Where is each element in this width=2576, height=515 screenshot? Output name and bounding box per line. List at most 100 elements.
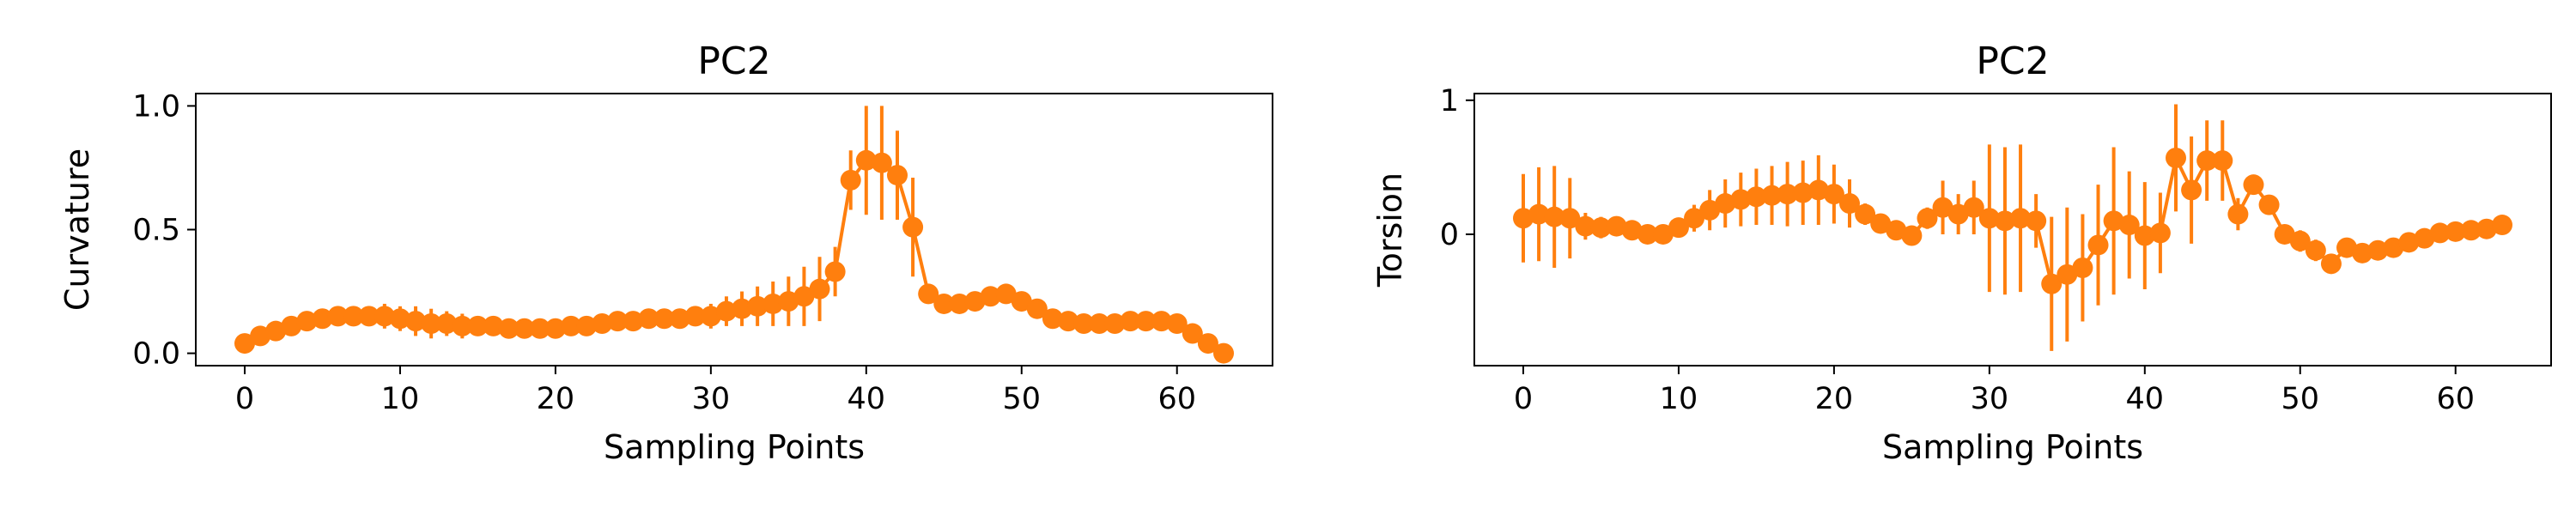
data-point	[2087, 234, 2109, 256]
data-point	[2196, 150, 2218, 172]
data-point	[2305, 239, 2326, 261]
data-point	[1042, 308, 1063, 330]
data-point	[1544, 206, 1565, 227]
data-point	[1699, 199, 1721, 221]
data-point	[1963, 197, 1984, 218]
data-point	[1715, 193, 1736, 215]
data-point	[1621, 220, 1643, 241]
data-point	[684, 306, 706, 327]
data-point	[949, 293, 970, 314]
data-point	[653, 308, 675, 330]
data-point	[1026, 298, 1048, 319]
data-point	[1761, 185, 1783, 206]
data-point	[1652, 223, 1674, 245]
data-point	[2041, 273, 2063, 294]
x-tick-label: 60	[2436, 382, 2475, 416]
data-point	[389, 308, 410, 330]
x-tick-label: 0	[1514, 382, 1533, 416]
data-point	[1668, 217, 1689, 239]
data-point	[2414, 227, 2435, 249]
data-point	[1197, 333, 1218, 354]
data-point	[265, 320, 287, 342]
data-point	[2181, 179, 2202, 201]
data-point	[1886, 220, 1907, 241]
data-point	[1684, 208, 1705, 229]
data-point	[1839, 193, 1860, 215]
data-point	[1870, 213, 1892, 234]
data-point	[809, 278, 830, 300]
data-point	[1575, 215, 1596, 237]
x-tick-label: 20	[537, 382, 575, 416]
plot-frame	[1473, 93, 2552, 367]
data-point	[1213, 342, 1234, 364]
data-point	[2367, 239, 2389, 261]
data-point	[576, 315, 598, 336]
data-point	[452, 315, 473, 336]
data-point	[1559, 208, 1581, 229]
data-point	[995, 283, 1017, 305]
data-point	[1089, 313, 1110, 335]
data-point	[1528, 203, 1550, 225]
data-point	[312, 308, 333, 330]
data-point	[529, 318, 550, 339]
curvature-chart-panel: PC2 0 10 20 30 40 50 60 0.0 0.5 1.0 Sampling Points…	[58, 39, 1273, 466]
data-point	[1135, 311, 1157, 332]
data-point	[1746, 186, 1767, 208]
y-tick-label: 0.0	[132, 337, 180, 372]
x-tick-label: 0	[235, 382, 254, 416]
data-point	[1994, 210, 2015, 232]
data-point	[2227, 203, 2249, 225]
x-tick-label: 50	[2281, 382, 2319, 416]
data-point	[2492, 215, 2512, 236]
y-tick-label: 0.5	[132, 214, 180, 248]
data-point	[327, 306, 349, 327]
data-point	[2212, 150, 2233, 172]
data-point	[405, 311, 427, 332]
data-point	[1823, 184, 1844, 205]
data-point	[1978, 208, 2000, 229]
x-tick-label: 60	[1157, 382, 1196, 416]
data-point	[343, 306, 364, 327]
y-axis-label: Torsion	[1371, 173, 1409, 288]
data-point	[2445, 221, 2466, 242]
data-point	[1166, 313, 1188, 335]
data-point	[1182, 323, 1203, 344]
x-tick-label: 20	[1815, 382, 1854, 416]
data-point	[513, 318, 535, 339]
data-point	[2149, 222, 2171, 244]
data-point	[483, 315, 504, 336]
data-point	[747, 295, 769, 317]
data-point	[2057, 264, 2078, 285]
data-point	[1917, 208, 1938, 229]
y-tick-label: 1.0	[132, 89, 180, 124]
data-point	[871, 152, 892, 173]
x-tick-label: 40	[848, 382, 886, 416]
data-point	[980, 286, 1001, 307]
data-point	[544, 318, 566, 339]
torsion-chart-panel: PC2 0 10 20 30 40 50 60 0 1 Sampling Points Torsion	[1371, 39, 2552, 466]
data-point	[638, 308, 659, 330]
data-point	[436, 313, 458, 335]
x-tick-label: 50	[1002, 382, 1041, 416]
x-tick-label: 30	[692, 382, 731, 416]
data-point	[2398, 232, 2420, 253]
data-point	[793, 286, 815, 307]
data-point	[1855, 203, 1876, 225]
data-point	[234, 333, 255, 354]
data-point	[2166, 147, 2186, 168]
data-point	[887, 165, 908, 186]
data-point	[2243, 174, 2264, 196]
data-point	[498, 318, 519, 339]
x-tick-label: 10	[381, 382, 420, 416]
data-point	[933, 293, 955, 314]
data-point	[1807, 179, 1829, 201]
data-point	[732, 298, 753, 319]
data-point	[1120, 311, 1141, 332]
data-point	[358, 306, 380, 327]
data-point	[918, 283, 939, 305]
data-point	[762, 293, 784, 314]
data-point	[2010, 208, 2032, 229]
data-point	[561, 315, 581, 336]
data-point	[1777, 184, 1798, 205]
data-point	[623, 311, 644, 332]
